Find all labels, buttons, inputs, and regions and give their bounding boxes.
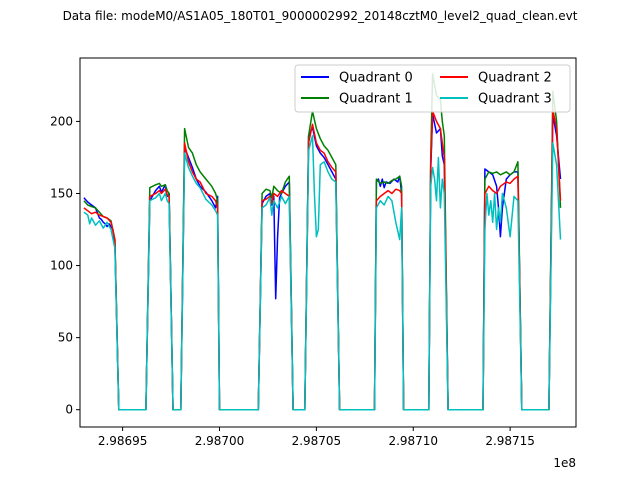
legend-box (294, 64, 571, 113)
y-tick-label: 150 (50, 186, 73, 200)
plot-frame (79, 57, 577, 428)
y-axis: 0 50 100 150 200 (50, 114, 80, 417)
y-tick-label: 50 (58, 331, 73, 345)
x-tick-label: 2.98700 (195, 434, 245, 448)
x-tick-label: 2.98710 (388, 434, 438, 448)
y-tick-label: 100 (50, 259, 73, 273)
legend: Quadrant 0 Quadrant 1 Quadrant 2 Quadrant 3 (294, 64, 571, 113)
series-layer (83, 73, 562, 411)
x-axis: 2.98695 2.98700 2.98705 2.98710 2.98715 (98, 427, 535, 448)
y-tick-label: 200 (50, 114, 73, 128)
series-line-quadrant-3 (83, 135, 562, 411)
legend-label-quadrant-3: Quadrant 3 (478, 92, 552, 107)
legend-label-quadrant-1: Quadrant 1 (339, 92, 413, 107)
x-tick-label: 2.98695 (98, 434, 148, 448)
x-offset-label: 1e8 (553, 456, 576, 470)
x-tick-label: 2.98705 (292, 434, 342, 448)
legend-label-quadrant-0: Quadrant 0 (339, 71, 413, 86)
series-line-quadrant-1 (83, 73, 562, 411)
y-tick-label: 0 (65, 403, 73, 417)
x-tick-label: 2.98715 (485, 434, 535, 448)
series-line-quadrant-0 (83, 113, 562, 411)
legend-label-quadrant-2: Quadrant 2 (478, 71, 552, 86)
chart-title: Data file: modeM0/AS1A05_180T01_90000029… (62, 9, 578, 23)
